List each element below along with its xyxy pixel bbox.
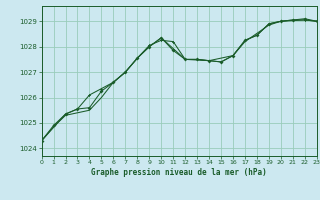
X-axis label: Graphe pression niveau de la mer (hPa): Graphe pression niveau de la mer (hPa) [91, 168, 267, 177]
